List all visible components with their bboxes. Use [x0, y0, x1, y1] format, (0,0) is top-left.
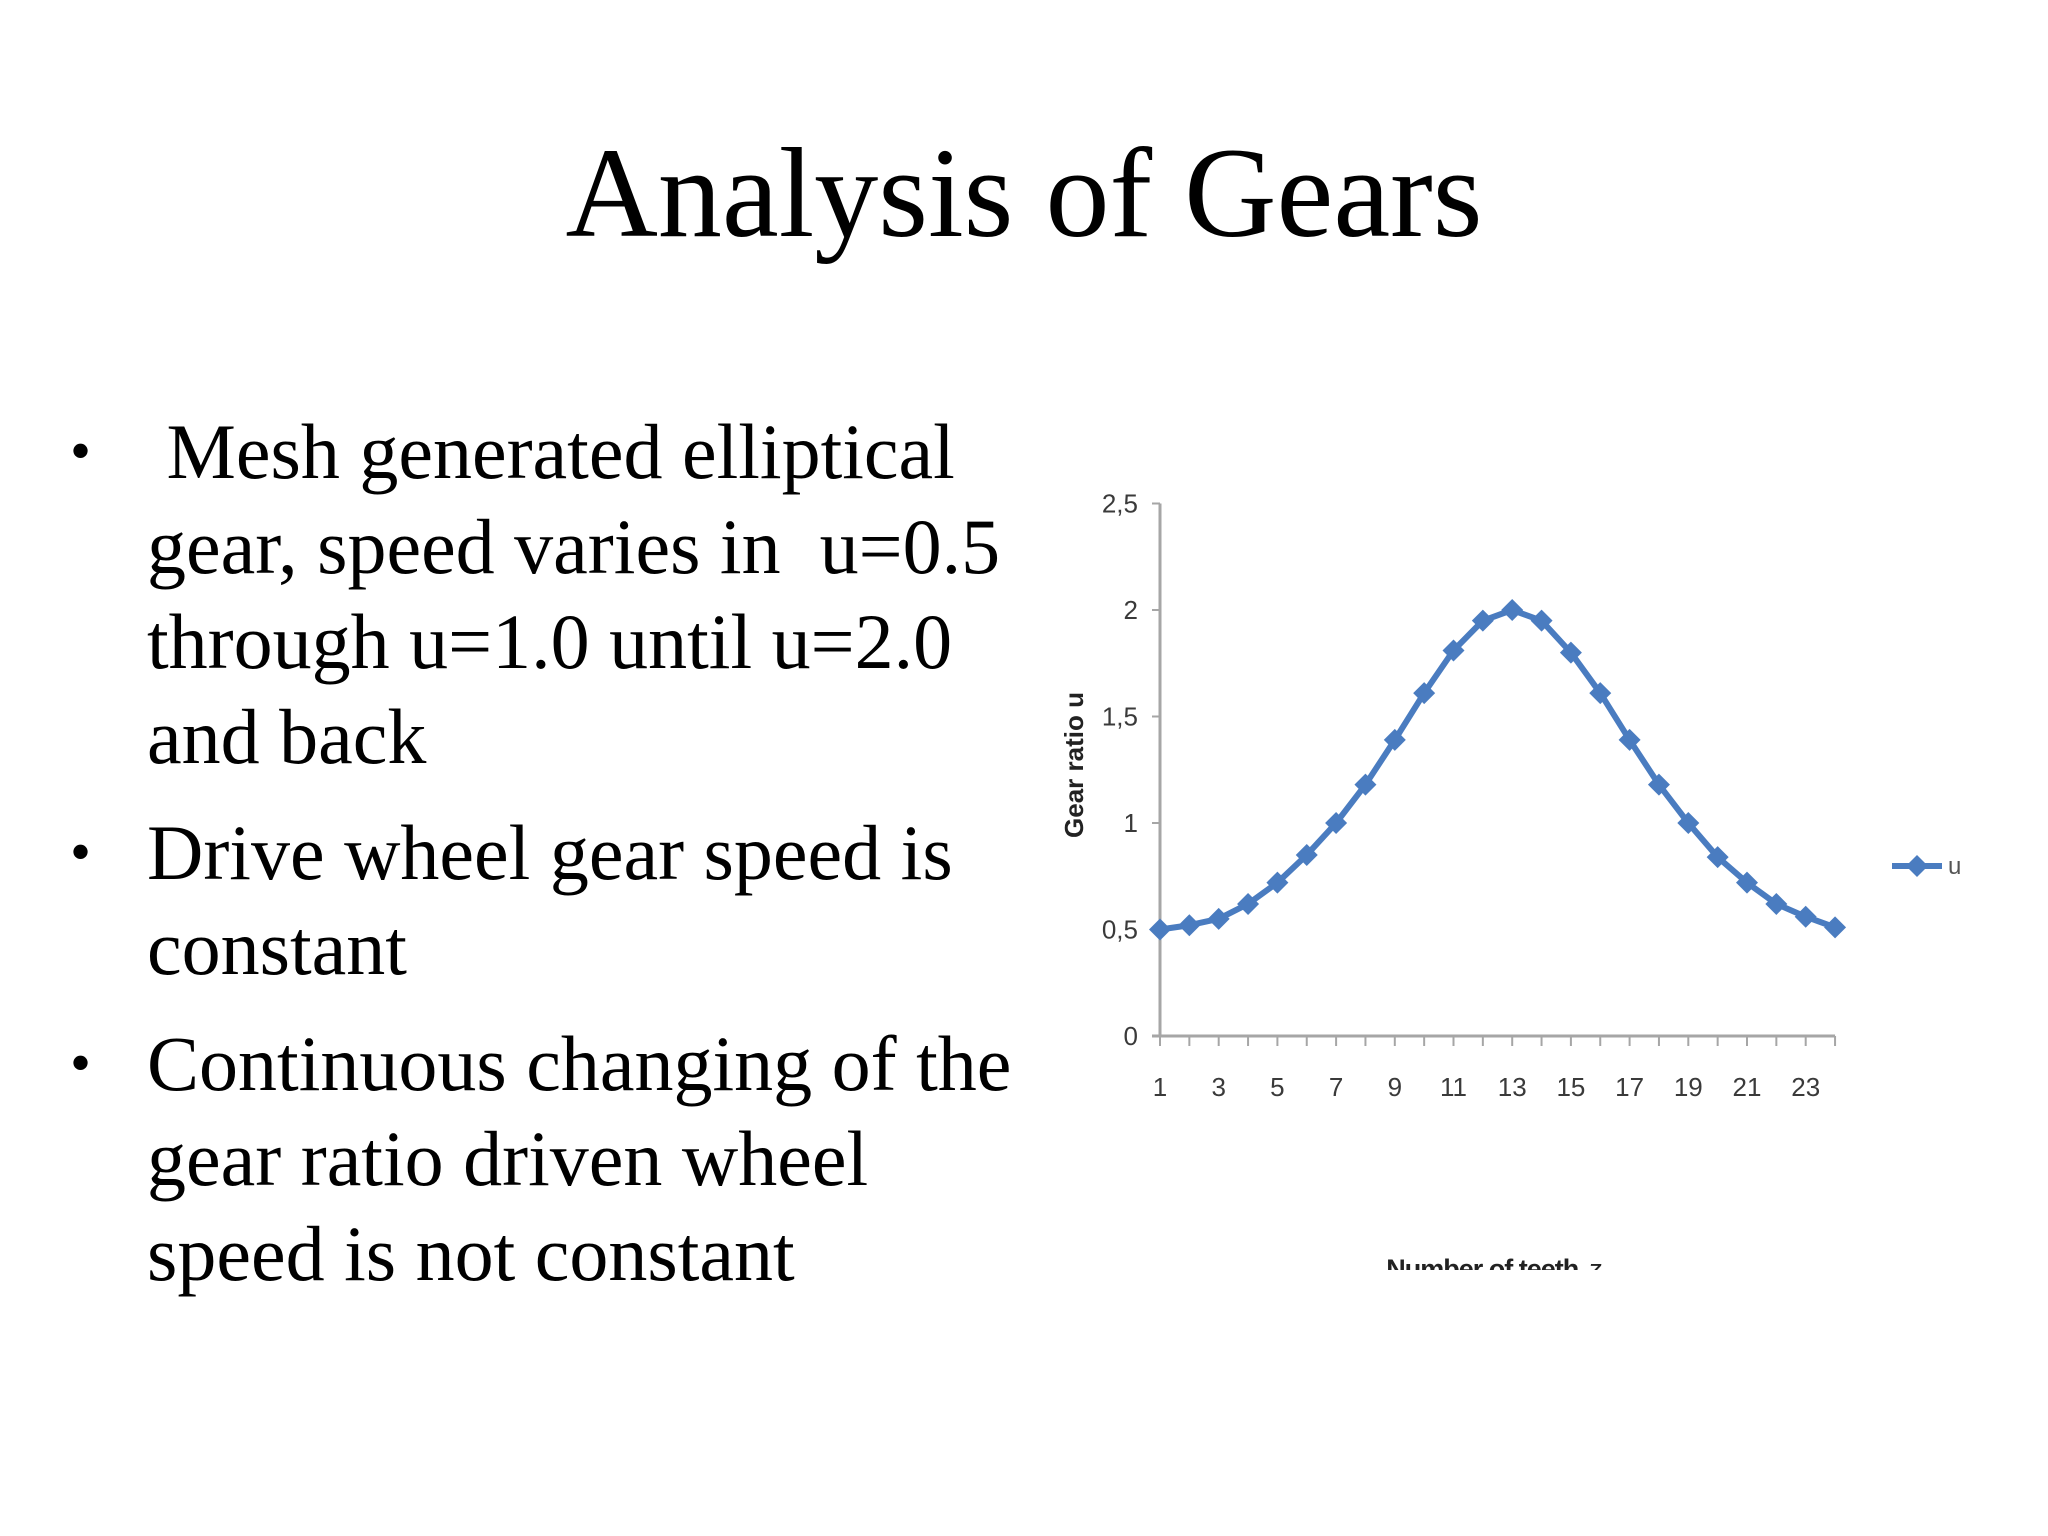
- x-tick-label: 23: [1791, 1072, 1820, 1102]
- legend-label: u: [1948, 853, 1961, 880]
- y-axis: 0 0,5 1 1,5 2 2,5: [1102, 489, 1162, 1051]
- x-tick-label: 11: [1440, 1072, 1467, 1102]
- x-tick-label: 17: [1615, 1072, 1644, 1102]
- data-point-diamond-icon: [1824, 916, 1847, 939]
- y-axis-title: Gear ratio u: [1059, 692, 1089, 838]
- y-tick-label: 1,5: [1102, 702, 1138, 732]
- data-point-diamond-icon: [1442, 639, 1465, 662]
- data-point-diamond-icon: [1677, 812, 1700, 834]
- x-tick-label: 19: [1674, 1072, 1703, 1102]
- bullet-icon: •: [70, 819, 92, 885]
- bullet-list: • Mesh generated elliptical gear, speed …: [62, 404, 1052, 1322]
- y-tick-label: 0: [1124, 1021, 1138, 1051]
- x-tick-label: 3: [1211, 1072, 1225, 1102]
- data-point-diamond-icon: [1149, 918, 1171, 941]
- data-point-diamond-icon: [1647, 773, 1670, 796]
- data-point-diamond-icon: [1178, 914, 1201, 937]
- x-tick-label: 1: [1153, 1072, 1167, 1102]
- y-tick-label: 1: [1124, 808, 1138, 838]
- data-point-diamond-icon: [1354, 773, 1377, 796]
- x-axis-title-var: z: [1587, 1254, 1602, 1270]
- data-point-diamond-icon: [1237, 892, 1260, 915]
- line-chart: 00,511,522,5 1 3 5 7 9 11 13 15 17 19 21 23 u Gear …: [1059, 489, 1961, 1271]
- x-tick-label: 13: [1498, 1072, 1527, 1102]
- x-tick-label: 15: [1556, 1072, 1585, 1102]
- x-axis: 1 3 5 7 9 11 13 15 17 19 21 23: [1152, 1034, 1837, 1102]
- data-point-diamond-icon: [1207, 907, 1230, 930]
- bullet-item: • Mesh generated elliptical gear, speed …: [62, 404, 1052, 784]
- data-point-diamond-icon: [1501, 599, 1524, 621]
- bullet-text: Drive wheel gear speed is constant: [147, 809, 953, 991]
- data-point-diamond-icon: [1295, 843, 1318, 866]
- x-axis-title-sub: 1: [1601, 1268, 1611, 1270]
- x-tick-label: 21: [1733, 1072, 1762, 1102]
- legend-diamond-icon: [1906, 855, 1928, 877]
- data-point-diamond-icon: [1530, 609, 1553, 632]
- y-tick-label: 2: [1124, 595, 1138, 625]
- bullet-item: • Continuous changing of the gear ratio …: [62, 1016, 1052, 1301]
- series-u: [1149, 599, 1847, 941]
- x-axis-title-main: Number of teeth: [1386, 1254, 1578, 1270]
- slide-title: Analysis of Gears: [565, 122, 1483, 264]
- gear-ratio-chart: 0 0,5 1 1,5 2 2,5 1 3 5 7 9 11 13 15 17 19 21 23 u Gear …: [1040, 470, 2000, 1271]
- data-point-diamond-icon: [1471, 609, 1494, 632]
- x-axis-title: Number of teeth z1: [1386, 1254, 1611, 1270]
- data-point-diamond-icon: [1618, 728, 1641, 751]
- data-point-diamond-icon: [1383, 728, 1406, 751]
- data-point-diamond-icon: [1413, 682, 1436, 705]
- bullet-text: Mesh generated elliptical gear, speed va…: [147, 408, 1001, 780]
- data-point-diamond-icon: [1559, 641, 1582, 664]
- x-tick-label: 9: [1388, 1072, 1402, 1102]
- data-point-diamond-icon: [1325, 812, 1348, 834]
- data-point-diamond-icon: [1736, 871, 1758, 894]
- data-point-diamond-icon: [1589, 682, 1612, 705]
- x-tick-label: 7: [1329, 1072, 1343, 1102]
- data-point-diamond-icon: [1706, 846, 1729, 869]
- y-tick-label: 0,5: [1102, 915, 1138, 945]
- bullet-item: • Drive wheel gear speed is constant: [62, 805, 1052, 995]
- bullet-text: Continuous changing of the gear ratio dr…: [147, 1020, 1012, 1297]
- x-tick-label: 5: [1270, 1072, 1284, 1102]
- data-point-diamond-icon: [1765, 892, 1788, 915]
- data-point-diamond-icon: [1266, 871, 1289, 894]
- data-point-diamond-icon: [1794, 905, 1817, 928]
- y-tick-label: 2,5: [1102, 489, 1138, 519]
- bullet-icon: •: [70, 418, 92, 484]
- bullet-icon: •: [70, 1030, 92, 1096]
- legend: u: [1892, 853, 1961, 880]
